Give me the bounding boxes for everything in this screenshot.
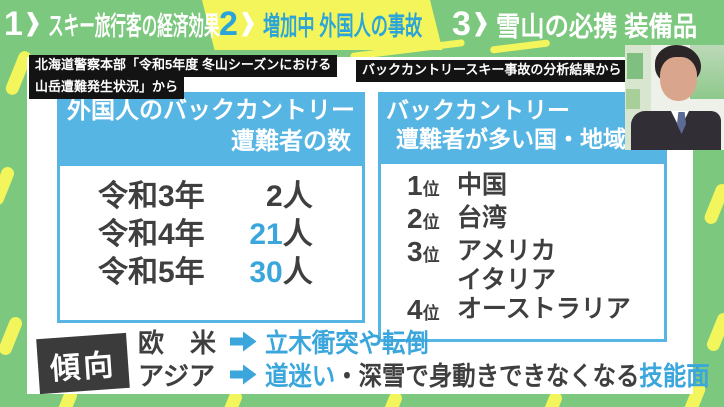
rank-label: 1位 <box>407 171 457 204</box>
tab-number: 1 <box>4 5 23 43</box>
tab-label: 雪山の必携 装備品 <box>495 11 698 42</box>
bg-stripe <box>0 315 25 357</box>
casualty-box-body: 令和3年 2 人 令和4年 21 人 令和5年 30 人 <box>57 163 365 324</box>
ranking-row: 4位 オーストラリア <box>407 295 664 328</box>
title-line: バックカントリー <box>386 97 570 123</box>
source-note-line: バックカントリースキー事故の分析結果から <box>356 60 628 82</box>
bg-stripe <box>702 182 724 226</box>
count-unit: 人 <box>282 180 313 214</box>
country-name: オーストラリア <box>457 294 631 323</box>
rank-suffix: 位 <box>422 179 440 199</box>
rank-label: 4位 <box>407 295 457 328</box>
tendency-text: 立木衝突や転倒 <box>265 323 429 360</box>
tab-1-ski-economy: 1 スキー旅行客の経済効果 <box>4 0 334 48</box>
rank-number: 1 <box>407 169 423 201</box>
count-value: 30 <box>249 256 283 290</box>
region-label: アジア <box>138 361 215 391</box>
count-value: 2 <box>266 180 283 214</box>
presenter-face <box>660 57 697 101</box>
right-arrow-icon <box>230 364 257 385</box>
count-unit: 人 <box>282 256 313 290</box>
tab-2-foreigner-accidents: 2 増加中 外国人の事故 <box>219 0 504 48</box>
rank-number: 3 <box>407 235 423 267</box>
region-label: 欧 米 <box>138 328 217 358</box>
tendency-row: アジア 道迷い・深雪で身動きできなくなる技能面 <box>138 358 724 391</box>
ranking-row: 3位 アメリカ イタリア <box>407 237 664 295</box>
tendency-label: 傾向 <box>36 332 130 395</box>
rank-number: 4 <box>407 293 423 325</box>
rank-label: 2位 <box>407 204 457 237</box>
title-line: 外国人のバックカントリー <box>67 97 355 124</box>
source-note-line: 山岳遭難発生状況」から <box>29 76 185 99</box>
tab-number: 3 <box>452 5 471 43</box>
rank-number: 2 <box>407 202 423 234</box>
ranking-row: 1位 中国 <box>407 171 664 204</box>
tendency-text-blue: 技能面 <box>639 361 710 391</box>
tendency-text-blue: 道迷い <box>265 361 336 391</box>
tendency-text: 道迷い・深雪で身動きできなくなる技能面 <box>265 356 710 393</box>
chevron-right-icon <box>241 11 254 37</box>
ranking-box-body: 1位 中国 2位 台湾 3位 アメリカ イタリア 4位 オーストラリア <box>378 160 667 342</box>
studio-decor <box>627 53 643 79</box>
rank-suffix: 位 <box>422 245 440 265</box>
tab-3-snow-gear: 3 雪山の必携 装備品 <box>452 0 719 48</box>
tab-label: スキー旅行客の経済効果 <box>47 10 220 41</box>
tendency-row: 欧 米 立木衝突や転倒 <box>138 325 724 358</box>
rank-suffix: 位 <box>422 303 440 323</box>
source-note-right: バックカントリースキー事故の分析結果から <box>356 60 628 82</box>
year-label: 令和4年 <box>98 218 205 252</box>
right-arrow-icon <box>230 331 257 352</box>
rank-label: 3位 <box>407 237 457 270</box>
count-value: 21 <box>249 218 283 252</box>
table-row: 令和4年 21 人 <box>60 216 362 254</box>
count-unit: 人 <box>282 218 313 252</box>
bg-stripe <box>0 165 17 207</box>
country-name: アメリカ <box>457 236 556 265</box>
casualty-box-title: 外国人のバックカントリー 遭難者の数 <box>57 92 365 164</box>
ranking-box-title: バックカントリー 遭難者が多い国・地域 <box>378 92 667 161</box>
rank-suffix: 位 <box>422 212 440 232</box>
chevron-right-icon <box>26 11 39 37</box>
source-note-left: 北海道警察本部「令和5年度 冬山シーズンにおける 山岳遭難発生状況」から <box>29 55 338 99</box>
country-name: イタリア <box>457 265 557 294</box>
source-note-line: 北海道警察本部「令和5年度 冬山シーズンにおける <box>29 55 338 77</box>
year-label: 令和5年 <box>98 256 205 290</box>
country-name: 中国 <box>457 170 508 199</box>
tendency-section: 欧 米 立木衝突や転倒 アジア 道迷い・深雪で身動きできなくなる技能面 <box>138 325 724 391</box>
country-ranking-box: バックカントリー 遭難者が多い国・地域 1位 中国 2位 台湾 3位 アメリカ … <box>378 92 667 342</box>
ranking-row: 2位 台湾 <box>407 204 664 237</box>
presenter-tie <box>677 112 686 134</box>
presenter-photo <box>625 45 724 150</box>
studio-decor <box>626 89 640 109</box>
table-row: 令和3年 2 人 <box>60 178 362 216</box>
title-line: 遭難者の数 <box>231 127 351 155</box>
casualty-count-box: 外国人のバックカントリー 遭難者の数 令和3年 2 人 令和4年 21 人 令和… <box>57 92 365 324</box>
tab-label: 増加中 外国人の事故 <box>262 10 423 41</box>
year-label: 令和3年 <box>98 180 205 214</box>
title-line: 遭難者が多い国・地域 <box>396 126 626 153</box>
table-row: 令和5年 30 人 <box>60 254 362 292</box>
tab-number: 2 <box>219 5 238 43</box>
chevron-right-icon <box>474 11 487 37</box>
country-name: 台湾 <box>457 203 508 232</box>
tendency-text-dark: ・深雪で身動きできなくなる <box>335 361 640 391</box>
tendency-text-blue: 立木衝突や転倒 <box>265 328 429 358</box>
